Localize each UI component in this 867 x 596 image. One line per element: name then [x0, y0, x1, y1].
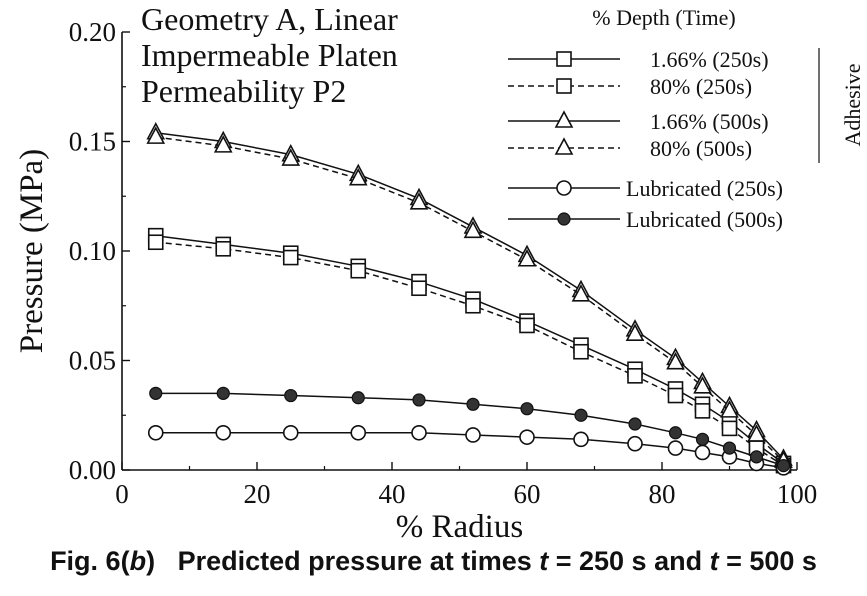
data-point — [694, 403, 711, 419]
legend-marker — [554, 110, 574, 128]
figure-caption: Fig. 6(b) Predicted pressure at times t … — [0, 536, 867, 586]
legend-marker — [556, 180, 572, 196]
legend-marker — [556, 78, 572, 94]
data-point — [667, 440, 684, 456]
data-point — [463, 220, 483, 239]
data-point — [625, 323, 645, 342]
data-point — [519, 317, 535, 334]
legend-marker — [554, 137, 574, 155]
data-point — [348, 168, 368, 186]
data-point — [693, 376, 712, 394]
data-point — [215, 424, 232, 441]
data-point — [215, 241, 232, 257]
data-point — [146, 126, 166, 144]
series-3 — [146, 126, 793, 469]
data-point — [517, 249, 537, 267]
data-point — [465, 427, 481, 443]
data-point — [666, 351, 685, 370]
series-line — [155, 131, 785, 460]
caption-t2: t — [709, 546, 719, 576]
data-point — [628, 417, 642, 431]
data-point — [573, 343, 589, 360]
data-point — [520, 402, 534, 416]
y-tick-label: 0.15 — [69, 127, 116, 157]
data-point — [350, 424, 367, 441]
legend-marker — [556, 51, 572, 67]
title-line: Impermeable Platen — [141, 37, 398, 73]
caption-fig-close: ) — [146, 546, 156, 576]
data-point — [282, 249, 299, 266]
data-point — [284, 388, 298, 403]
legend-entry: 1.66% (250s) — [650, 47, 769, 72]
y-tick-label: 0.05 — [69, 346, 116, 376]
data-point — [721, 420, 738, 437]
caption-fig-italic: b — [129, 546, 147, 576]
data-point — [351, 391, 365, 405]
data-point — [411, 424, 427, 441]
data-point — [409, 192, 429, 210]
data-point — [281, 148, 301, 166]
data-point — [694, 444, 711, 461]
title-line: Permeability P2 — [141, 73, 346, 109]
x-tick-label: 0 — [115, 479, 129, 509]
y-tick-label: 0.10 — [69, 236, 116, 266]
data-point — [149, 386, 163, 400]
x-tick-label: 20 — [244, 479, 271, 509]
data-point — [573, 431, 589, 448]
data-point — [571, 284, 591, 302]
x-tick-label: 80 — [649, 479, 676, 509]
caption-t1: t — [539, 546, 549, 576]
data-point — [695, 432, 710, 446]
data-point — [213, 135, 233, 153]
data-point — [667, 387, 684, 404]
data-point — [722, 441, 737, 455]
caption-text-1: Predicted pressure at times — [177, 546, 540, 576]
data-point — [627, 368, 643, 384]
data-point — [147, 424, 164, 441]
caption-text-2: = 250 s and — [548, 546, 710, 576]
data-point — [519, 429, 535, 445]
x-tick-label: 40 — [379, 479, 406, 509]
series-line — [155, 136, 785, 462]
data-point — [147, 234, 164, 251]
series-5 — [149, 386, 791, 473]
data-point — [216, 386, 230, 400]
legend-entry: 1.66% (500s) — [650, 109, 769, 134]
legend-entry: 80% (250s) — [650, 74, 752, 99]
legend-entry: 80% (500s) — [650, 136, 752, 161]
y-tick-label: 0.00 — [69, 455, 116, 485]
data-point — [749, 450, 764, 464]
legend: % Depth (Time) 1.66% (250s)80% (250s) 1.66… — [508, 5, 865, 232]
legend-entry: Lubricated (250s) — [626, 176, 783, 201]
x-tick-label: 100 — [777, 479, 818, 509]
data-point — [747, 424, 766, 442]
axes: 0 20 40 60 80 100 0.00 0.05 0.10 0.15 0.20 % Radius… — [14, 17, 817, 545]
legend-entry: Lubricated (500s) — [626, 207, 783, 232]
data-point — [668, 426, 683, 440]
caption-text-3: = 500 s — [718, 546, 817, 576]
x-axis-label: % Radius — [396, 509, 523, 545]
caption-fig: Fig. 6( — [50, 546, 130, 576]
data-point — [282, 424, 299, 441]
y-axis-label: Pressure (MPa) — [14, 149, 50, 353]
legend-marker — [557, 212, 571, 226]
data-point — [466, 397, 480, 411]
data-point — [411, 280, 427, 297]
data-point — [776, 459, 791, 473]
x-tick-label: 60 — [514, 479, 541, 509]
legend-title: % Depth (Time) — [592, 5, 735, 30]
data-point — [627, 435, 643, 452]
data-point — [350, 262, 367, 279]
series-layer — [146, 122, 793, 476]
legend-group-label: Adhesive — [840, 63, 865, 146]
data-point — [574, 408, 588, 422]
data-point — [412, 393, 426, 407]
data-point — [465, 297, 481, 314]
data-point — [720, 400, 739, 418]
y-tick-label: 0.20 — [69, 17, 116, 47]
title-line: Geometry A, Linear — [141, 1, 398, 37]
series-4 — [147, 424, 792, 476]
